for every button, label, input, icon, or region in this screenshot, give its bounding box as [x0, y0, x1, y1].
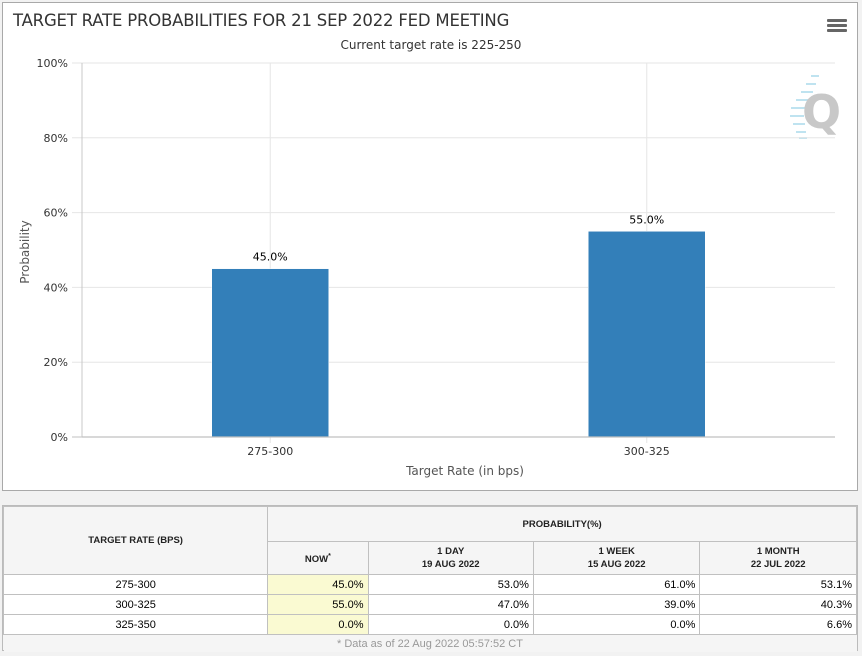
data-label: 45.0%	[253, 251, 288, 264]
probability-cell: 0.0%	[367, 614, 534, 635]
column-header-date: 19 AUG 2022	[421, 559, 480, 570]
probability-table-panel: TARGET RATE (BPS) PROBABILITY(%) NOW* 1 D…	[2, 505, 858, 652]
probability-header: PROBABILITY(%)	[267, 506, 857, 542]
bar-chart: Q 0% 20% 40% 60% 80% 100% 45.0% 275-300 55.0% 300…	[18, 57, 841, 478]
x-tick-label: 275-300	[247, 445, 293, 458]
now-probability-cell: 0.0%	[267, 614, 369, 635]
table-row: 275-300 45.0% 53.0% 61.0% 53.1%	[2, 574, 857, 595]
menu-line	[827, 24, 847, 27]
data-label: 55.0%	[629, 213, 664, 226]
y-tick-label: 60%	[44, 207, 68, 220]
now-probability-cell: 45.0%	[267, 574, 369, 595]
now-probability-cell: 55.0%	[267, 594, 369, 615]
bar-300-325[interactable]	[588, 231, 706, 438]
menu-line	[827, 29, 847, 32]
probability-cell: 53.1%	[699, 574, 857, 595]
y-tick-label: 100%	[37, 57, 68, 70]
watermark-stroke	[806, 83, 816, 85]
y-tick-label: 20%	[44, 356, 68, 369]
footnote: * Data as of 22 Aug 2022 05:57:52 CT	[3, 634, 857, 652]
watermark-stroke	[796, 131, 806, 133]
target-rate-header: TARGET RATE (BPS)	[2, 506, 269, 575]
column-header-period: 1 DAY	[437, 546, 465, 557]
column-header-date: 15 AUG 2022	[587, 559, 646, 570]
column-header-2: 1 WEEK 15 AUG 2022	[532, 541, 701, 575]
y-tick-label: 0%	[51, 431, 68, 444]
column-header-date: 22 JUL 2022	[750, 559, 806, 570]
target-rate-cell: 325-350	[2, 614, 269, 635]
watermark-stroke	[811, 75, 819, 77]
watermark-stroke	[796, 99, 810, 101]
menu-line	[827, 19, 847, 22]
target-rate-cell: 300-325	[2, 594, 269, 615]
probability-cell: 40.3%	[699, 594, 857, 615]
y-tick-label: 80%	[44, 132, 68, 145]
chart-title: TARGET RATE PROBABILITIES FOR 21 SEP 202…	[13, 11, 510, 30]
svg-text:Q: Q	[802, 85, 841, 139]
x-tick-label: 300-325	[624, 445, 670, 458]
probability-cell: 61.0%	[532, 574, 701, 595]
column-header-period: 1 MONTH	[756, 546, 800, 557]
probability-cell: 39.0%	[532, 594, 701, 615]
column-header-period: NOW	[304, 554, 329, 566]
watermark-stroke	[793, 123, 805, 125]
x-axis-title: Target Rate (in bps)	[405, 464, 524, 478]
column-header-0: NOW*	[267, 541, 369, 575]
column-header-3: 1 MONTH 22 JUL 2022	[699, 541, 857, 575]
probability-cell: 0.0%	[532, 614, 701, 635]
chart-subtitle: Current target rate is 225-250	[340, 38, 522, 52]
hamburger-menu-icon[interactable]	[827, 19, 847, 35]
probability-table: TARGET RATE (BPS) PROBABILITY(%) NOW* 1 D…	[2, 506, 857, 652]
table-row: 325-350 0.0% 0.0% 0.0% 6.6%	[2, 614, 857, 635]
y-tick-label: 40%	[44, 281, 68, 294]
probability-cell: 53.0%	[367, 574, 534, 595]
watermark-stroke	[790, 115, 804, 117]
chart-panel: TARGET RATE PROBABILITIES FOR 21 SEP 202…	[2, 2, 858, 491]
probability-cell: 6.6%	[699, 614, 857, 635]
asterisk-marker: *	[328, 552, 331, 560]
target-rate-cell: 275-300	[2, 574, 269, 595]
bar-275-300[interactable]	[211, 268, 329, 438]
column-header-period: 1 WEEK	[598, 546, 635, 557]
table-row: 300-325 55.0% 47.0% 39.0% 40.3%	[2, 594, 857, 615]
watermark-stroke	[791, 107, 807, 109]
probability-cell: 47.0%	[367, 594, 534, 615]
column-header-1: 1 DAY 19 AUG 2022	[367, 541, 534, 575]
watermark-stroke	[801, 91, 813, 93]
quikstrike-q-logo-icon: Q	[790, 75, 841, 139]
y-axis-title: Probability	[18, 220, 32, 283]
